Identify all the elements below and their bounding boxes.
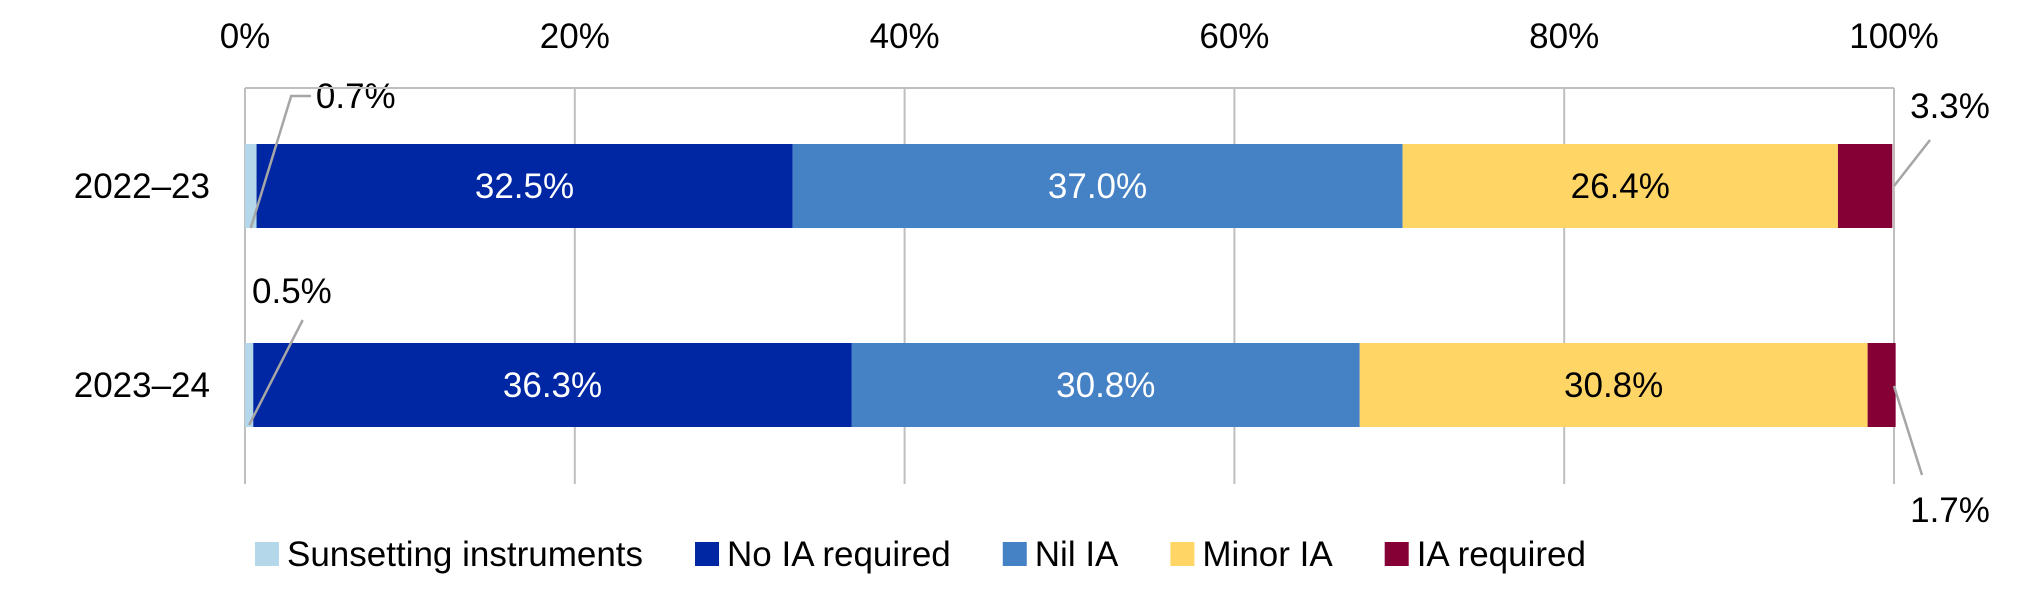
- callout-label: 0.5%: [252, 272, 332, 311]
- legend-swatch: [1170, 542, 1195, 566]
- category-label: 2022–23: [74, 167, 210, 206]
- legend-swatch: [1384, 542, 1409, 566]
- bar-minor-ia: [1402, 144, 1838, 228]
- bar-nil-ia: [792, 144, 1403, 228]
- legend-label: No IA required: [727, 535, 951, 574]
- legend-swatch: [1002, 542, 1027, 566]
- leader-line: [1893, 139, 1931, 187]
- leader-line: [1892, 385, 1924, 476]
- x-tick-label: 80%: [1529, 17, 1599, 56]
- x-tick-label: 100%: [1849, 17, 1939, 56]
- data-label: 30.8%: [1564, 366, 1663, 405]
- x-tick-label: 20%: [540, 17, 610, 56]
- x-tick-label: 0%: [220, 17, 271, 56]
- legend-label: Minor IA: [1202, 535, 1333, 574]
- data-label: 36.3%: [503, 366, 602, 405]
- data-labels: 32.5% 37.0% 26.4% 36.3% 30.8% 30.8% 0.7% 0.5% 3.…: [248, 77, 1990, 530]
- data-label: 30.8%: [1056, 366, 1155, 405]
- bar-minor-ia: [1359, 343, 1868, 427]
- bar-sunsetting-instruments: [245, 144, 257, 228]
- data-label: 26.4%: [1571, 167, 1670, 206]
- legend: Sunsetting instruments No IA required Nil …: [255, 535, 1586, 574]
- bar-nil-ia: [851, 343, 1360, 427]
- bar-sunsetting-instruments: [245, 343, 254, 427]
- bar-ia-required: [1837, 144, 1893, 228]
- data-label: 32.5%: [475, 167, 574, 206]
- callout-label: 1.7%: [1910, 491, 1990, 530]
- data-label: 37.0%: [1048, 167, 1147, 206]
- bar-ia-required: [1867, 343, 1896, 427]
- callout-label: 0.7%: [316, 77, 396, 116]
- bar-no-ia-required: [256, 144, 793, 228]
- legend-label: Sunsetting instruments: [287, 535, 643, 574]
- category-label: 2023–24: [74, 366, 210, 405]
- legend-swatch: [255, 542, 279, 566]
- leader-line: [249, 94, 311, 229]
- x-tick-label: 40%: [870, 17, 940, 56]
- legend-label: Nil IA: [1035, 535, 1119, 574]
- bars: [245, 144, 1896, 427]
- bar-no-ia-required: [253, 343, 852, 427]
- leader-line: [248, 319, 304, 426]
- callout-label: 3.3%: [1910, 87, 1990, 126]
- legend-swatch: [695, 542, 720, 566]
- axes: 0% 20% 40% 60% 80% 100% 2022–23 2023–24: [74, 17, 1939, 405]
- x-tick-label: 60%: [1199, 17, 1269, 56]
- legend-label: IA required: [1417, 535, 1586, 574]
